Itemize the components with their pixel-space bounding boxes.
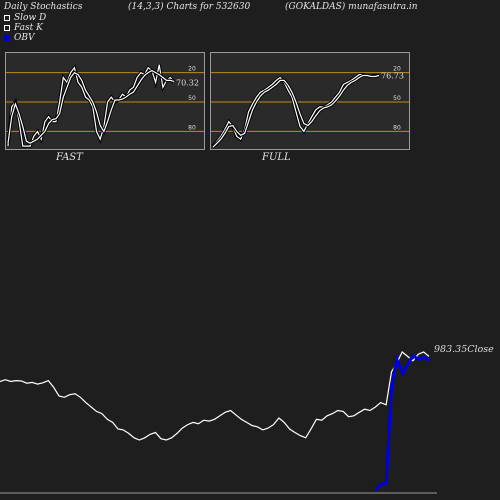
- legend-swatch-obv: [4, 35, 10, 41]
- fast-stochastic-panel: 80 50 20 70.32: [5, 52, 205, 150]
- tick-label-20: 80: [188, 124, 196, 131]
- tick-label-50: 50: [188, 95, 196, 102]
- fast-k-line: [7, 64, 175, 147]
- legend-item-fast-k: Fast K: [4, 23, 46, 33]
- tick-label-20: 80: [393, 124, 401, 131]
- tick-label-80: 20: [393, 66, 401, 73]
- fast-panel-label: FAST: [56, 152, 83, 163]
- legend-item-slow-d: Slow D: [4, 13, 46, 23]
- tick-label-80: 20: [188, 66, 196, 73]
- legend-label-fast-k: Fast K: [14, 23, 43, 33]
- chart-source: (GOKALDAS) munafasutra.in: [285, 2, 418, 12]
- last-value-label: 76.73: [381, 72, 404, 81]
- legend-label-slow-d: Slow D: [14, 13, 47, 23]
- last-value-label: 70.32: [176, 78, 199, 87]
- obv-line: [374, 353, 430, 492]
- tick-label-50: 50: [393, 95, 401, 102]
- slow-d-line: [7, 69, 175, 144]
- close-last-value-label: 983.35Close: [434, 344, 494, 355]
- legend: Slow D Fast K OBV: [4, 13, 46, 43]
- chart-title: Daily Stochastics: [4, 2, 83, 12]
- legend-swatch-fast-k: [4, 25, 10, 31]
- legend-label-obv: OBV: [14, 33, 35, 43]
- chart-params: (14,3,3) Charts for 532630: [128, 2, 251, 12]
- fast-stochastic-plot: 80 50 20 70.32: [6, 64, 204, 148]
- legend-swatch-slow-d: [4, 15, 10, 21]
- full-panel-label: FULL: [262, 152, 291, 163]
- legend-item-obv: OBV: [4, 33, 46, 43]
- fast-k-line: [212, 74, 379, 147]
- close-price-line: [0, 351, 430, 441]
- full-stochastic-panel: 80 50 20 76.73: [210, 52, 410, 150]
- slow-d-line: [212, 74, 380, 148]
